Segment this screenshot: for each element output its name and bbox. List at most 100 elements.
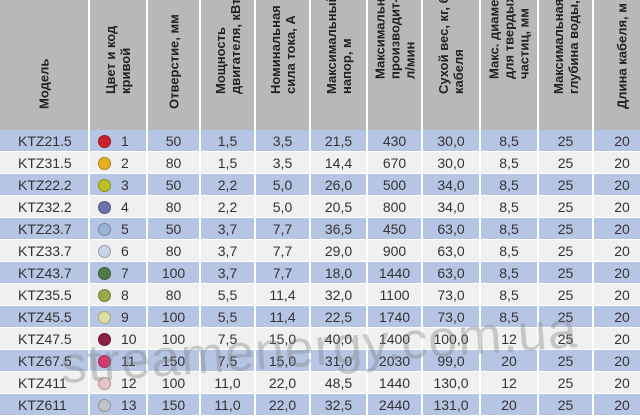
head-cell: 32,5	[311, 394, 368, 416]
cable-cell: 20	[594, 196, 640, 218]
current-cell: 3,5	[256, 152, 311, 174]
head-cell: 21,5	[311, 130, 368, 152]
power-cell: 7,5	[201, 328, 256, 350]
curve-color-dot-icon	[98, 288, 111, 302]
power-cell: 11,0	[201, 372, 256, 394]
weight-cell: 130,0	[423, 372, 481, 394]
curve-color-cell: 6	[90, 240, 148, 262]
power-cell: 7,5	[201, 350, 256, 372]
solids-cell: 8,5	[481, 152, 539, 174]
head-cell: 31,0	[311, 350, 368, 372]
depth-cell: 25	[539, 350, 594, 372]
cable-cell: 20	[594, 174, 640, 196]
power-cell: 5,5	[201, 306, 256, 328]
head-cell: 40,0	[311, 328, 368, 350]
weight-cell: 34,0	[423, 196, 481, 218]
opening-cell: 50	[148, 130, 201, 152]
curve-color-cell: 12	[90, 372, 148, 394]
curve-code: 7	[121, 265, 129, 282]
opening-cell: 80	[148, 152, 201, 174]
curve-color-dot-icon	[98, 266, 111, 280]
header-cell: Максимальный напор, м	[311, 0, 368, 130]
head-cell: 14,4	[311, 152, 368, 174]
curve-code: 12	[121, 375, 137, 392]
model-cell: KTZ43.7	[0, 262, 90, 284]
solids-cell: 12	[481, 372, 539, 394]
curve-color-dot-icon	[98, 178, 111, 192]
curve-color-dot-icon	[98, 244, 111, 258]
head-cell: 36,5	[311, 218, 368, 240]
curve-color-cell: 2	[90, 152, 148, 174]
header-cell: Максимальная глубина воды, м	[539, 0, 594, 130]
flow-cell: 670	[368, 152, 423, 174]
power-cell: 1,5	[201, 130, 256, 152]
curve-color-cell: 4	[90, 196, 148, 218]
cable-cell: 20	[594, 372, 640, 394]
depth-cell: 25	[539, 328, 594, 350]
weight-cell: 63,0	[423, 262, 481, 284]
current-cell: 5,0	[256, 174, 311, 196]
current-cell: 5,0	[256, 196, 311, 218]
cable-cell: 20	[594, 284, 640, 306]
curve-color-dot-icon	[98, 376, 111, 390]
head-cell: 26,0	[311, 174, 368, 196]
weight-cell: 63,0	[423, 240, 481, 262]
header-cell: Длина кабеля, м	[594, 0, 640, 130]
solids-cell: 8,5	[481, 284, 539, 306]
opening-cell: 80	[148, 196, 201, 218]
curve-code: 3	[121, 177, 129, 194]
curve-color-cell: 10	[90, 328, 148, 350]
power-cell: 3,7	[201, 240, 256, 262]
table-row: KTZ611 13 150 11,0 22,0 32,5 2440 131,0 20 25 20	[0, 394, 640, 416]
current-cell: 7,7	[256, 240, 311, 262]
table-row: KTZ35.5 8 80 5,5 11,4 32,0 1100 73,0 8,5 25 20	[0, 284, 640, 306]
curve-code: 1	[121, 133, 129, 150]
curve-code: 13	[121, 397, 137, 414]
model-cell: KTZ47.5	[0, 328, 90, 350]
curve-color-dot-icon	[98, 354, 111, 368]
table-row: KTZ22.2 3 50 2,2 5,0 26,0 500 34,0 8,5 25 20	[0, 174, 640, 196]
current-cell: 22,0	[256, 372, 311, 394]
weight-cell: 30,0	[423, 130, 481, 152]
header-cell: Макс. диаметр для твердых частиц, мм	[481, 0, 539, 130]
curve-color-cell: 8	[90, 284, 148, 306]
head-cell: 22,5	[311, 306, 368, 328]
header-row: Модель Цвет и код кривой Отверстие, мм М…	[0, 0, 640, 130]
depth-cell: 25	[539, 174, 594, 196]
table-row: KTZ21.5 1 50 1,5 3,5 21,5 430 30,0 8,5 25 20	[0, 130, 640, 152]
power-cell: 3,7	[201, 262, 256, 284]
model-cell: KTZ67.5	[0, 350, 90, 372]
depth-cell: 25	[539, 218, 594, 240]
head-cell: 18,0	[311, 262, 368, 284]
curve-color-dot-icon	[98, 200, 111, 214]
solids-cell: 20	[481, 394, 539, 416]
current-cell: 22,0	[256, 394, 311, 416]
opening-cell: 100	[148, 262, 201, 284]
curve-code: 5	[121, 221, 129, 238]
current-cell: 15,0	[256, 328, 311, 350]
opening-cell: 100	[148, 372, 201, 394]
head-cell: 20,5	[311, 196, 368, 218]
solids-cell: 8,5	[481, 196, 539, 218]
model-cell: KTZ32.2	[0, 196, 90, 218]
current-cell: 7,7	[256, 262, 311, 284]
weight-cell: 63,0	[423, 218, 481, 240]
model-cell: KTZ22.2	[0, 174, 90, 196]
curve-code: 10	[121, 331, 137, 348]
cable-cell: 20	[594, 350, 640, 372]
header-cell: Максимальная производит-ть, л/мин	[368, 0, 423, 130]
weight-cell: 73,0	[423, 306, 481, 328]
flow-cell: 2030	[368, 350, 423, 372]
table-row: KTZ47.5 10 100 7,5 15,0 40,0 1400 100,0 12 25 20	[0, 328, 640, 350]
power-cell: 11,0	[201, 394, 256, 416]
table-row: KTZ23.7 5 50 3,7 7,7 36,5 450 63,0 8,5 25 20	[0, 218, 640, 240]
weight-cell: 99,0	[423, 350, 481, 372]
curve-color-cell: 7	[90, 262, 148, 284]
cable-cell: 20	[594, 394, 640, 416]
depth-cell: 25	[539, 372, 594, 394]
opening-cell: 50	[148, 174, 201, 196]
flow-cell: 900	[368, 240, 423, 262]
table-row: KTZ45.5 9 100 5,5 11,4 22,5 1740 73,0 8,5 25 20	[0, 306, 640, 328]
